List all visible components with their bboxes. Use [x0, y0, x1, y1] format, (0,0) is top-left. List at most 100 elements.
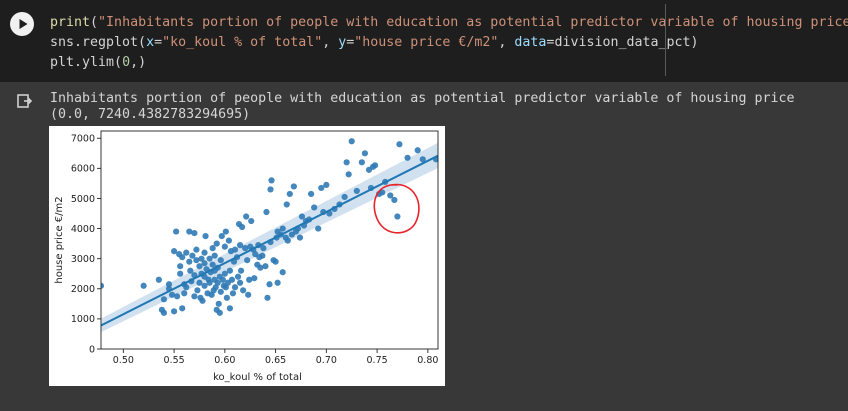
data-point: [177, 270, 184, 277]
data-point: [341, 193, 348, 201]
play-circle-icon: [19, 19, 28, 29]
data-point: [219, 276, 226, 283]
token-eq: =: [546, 35, 555, 50]
code-line-2[interactable]: sns.regplot(x="ko_koul % of total", y="h…: [50, 33, 699, 53]
output-arrow-icon[interactable]: [16, 92, 34, 110]
data-point: [226, 305, 234, 312]
x-tick-label: 0.70: [316, 355, 337, 366]
data-point: [259, 252, 266, 259]
data-point: [140, 282, 147, 289]
data-point: [217, 257, 224, 264]
data-point: [272, 258, 279, 265]
data-point: [419, 156, 426, 163]
y-tick-label: 4000: [71, 224, 95, 235]
output-text-line-1: Inhabitants portion of people with educa…: [50, 91, 795, 106]
token-kw-y: y: [338, 35, 347, 50]
data-point: [379, 189, 386, 196]
data-point: [213, 240, 220, 247]
data-point: [283, 201, 290, 208]
y-tick-label: 1000: [71, 314, 95, 325]
data-point: [199, 297, 206, 304]
token-call: sns.regplot(: [50, 35, 147, 50]
data-point: [343, 159, 350, 166]
data-point: [193, 257, 200, 264]
data-point: [266, 281, 273, 288]
confidence-band: [101, 142, 438, 333]
token-number: 0: [122, 55, 131, 70]
y-tick-label: 5000: [71, 194, 95, 205]
data-point: [396, 141, 403, 148]
data-point: [284, 237, 291, 244]
data-point: [262, 263, 269, 270]
y-tick-label: 3000: [71, 254, 95, 265]
data-point: [231, 284, 239, 291]
data-point: [391, 196, 398, 204]
data-point: [404, 154, 411, 161]
data-point: [315, 225, 322, 232]
token-call: plt.ylim(: [50, 55, 123, 70]
code-line-3[interactable]: plt.ylim(0,): [50, 53, 146, 73]
data-point: [221, 270, 228, 277]
data-point: [231, 246, 239, 253]
token-paren-close: ): [690, 35, 699, 50]
run-cell-button[interactable]: [10, 12, 34, 36]
data-point: [228, 276, 236, 283]
data-point: [189, 252, 196, 259]
data-point: [268, 177, 275, 184]
token-paren-open: (: [90, 15, 99, 30]
output-text-line-2: (0.0, 7240.4382783294695): [50, 107, 251, 122]
data-point: [202, 232, 209, 240]
data-point: [194, 287, 201, 294]
token-var: division_data_pct: [554, 35, 691, 50]
data-point: [186, 228, 193, 235]
data-point: [229, 290, 237, 297]
data-point: [296, 234, 304, 241]
data-point: [196, 263, 203, 270]
data-point: [236, 242, 244, 249]
data-point: [179, 305, 186, 312]
code-cell[interactable]: print("Inhabitants portion of people wit…: [0, 0, 848, 82]
data-point: [248, 217, 255, 225]
data-point: [193, 246, 200, 253]
data-point: [223, 294, 230, 301]
token-eq: =: [154, 35, 163, 50]
code-line-1[interactable]: print("Inhabitants portion of people wit…: [50, 13, 848, 33]
data-point: [183, 249, 190, 256]
token-str-y: "house price €/m2": [354, 35, 499, 50]
data-point: [242, 245, 249, 252]
data-point: [264, 294, 271, 301]
text-cursor: [665, 4, 666, 76]
data-point: [165, 281, 173, 288]
data-point: [216, 309, 223, 316]
x-tick-label: 0.65: [265, 355, 286, 366]
data-point: [318, 184, 325, 192]
data-point: [267, 186, 274, 193]
data-point: [217, 288, 224, 295]
data-point: [237, 267, 245, 274]
data-point: [225, 237, 232, 244]
data-point: [170, 248, 178, 255]
data-point: [394, 213, 401, 220]
token-sep: ,: [322, 35, 339, 50]
data-point: [206, 255, 213, 262]
data-point: [198, 255, 205, 262]
x-axis-label: ko_koul % of total: [213, 372, 302, 383]
data-point: [414, 147, 421, 154]
data-point: [168, 291, 176, 298]
data-point: [246, 276, 253, 283]
data-point: [215, 300, 222, 307]
data-point: [218, 232, 225, 240]
data-point: [226, 267, 234, 274]
data-point: [274, 279, 281, 286]
data-point: [298, 213, 306, 220]
regression-line: [101, 154, 438, 327]
data-point: [170, 308, 178, 315]
data-point: [251, 275, 258, 282]
regplot-figure: 0.50 0.55 0.60 0.65 0.70 0.75 0.80 0 1000 2000 300…: [49, 126, 445, 386]
x-tick-label: 0.50: [113, 355, 134, 366]
plot-area: [101, 138, 438, 333]
data-point: [345, 171, 352, 178]
token-print: print: [50, 15, 91, 30]
data-point: [155, 276, 162, 283]
data-point: [187, 267, 194, 274]
